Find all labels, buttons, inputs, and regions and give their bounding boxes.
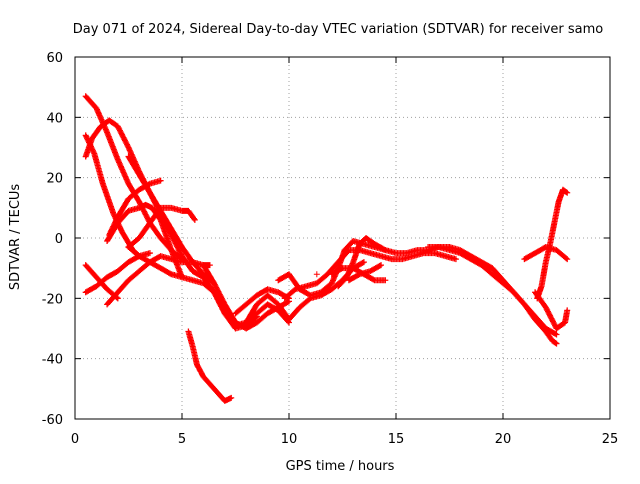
series-arc-11 xyxy=(125,244,260,332)
x-axis-label: GPS time / hours xyxy=(286,459,395,474)
x-tick-label: 15 xyxy=(388,432,405,447)
series-markers xyxy=(534,186,571,302)
y-tick-label: 60 xyxy=(46,51,63,66)
series-arc-14 xyxy=(185,328,235,404)
x-tick-label: 10 xyxy=(281,432,298,447)
y-tick-label: 40 xyxy=(46,111,63,126)
series-markers xyxy=(125,153,292,329)
y-tick-label: -20 xyxy=(42,292,63,307)
series-markers xyxy=(532,289,571,332)
series-markers xyxy=(125,244,260,332)
data-point xyxy=(286,316,292,323)
y-axis-label: SDTVAR / TECUs xyxy=(8,184,23,291)
axis-ticks: 0 5 10 15 20 25 -60 -40 -20 0 20 40 60 xyxy=(42,51,619,447)
series-markers xyxy=(335,235,389,290)
series-markers xyxy=(232,286,292,317)
series-arc-24 xyxy=(534,186,571,302)
series-arc-12 xyxy=(200,262,292,332)
y-tick-label: -40 xyxy=(42,353,63,368)
series-markers xyxy=(104,253,213,308)
x-tick-label: 5 xyxy=(178,432,186,447)
series-arc-20 xyxy=(345,262,385,284)
data-series xyxy=(82,93,571,404)
y-tick-label: 20 xyxy=(46,172,63,187)
series-arc-13 xyxy=(232,286,292,317)
series-markers xyxy=(345,262,385,284)
y-tick-label: 0 xyxy=(55,232,63,247)
y-tick-label: -60 xyxy=(42,413,63,428)
x-tick-label: 0 xyxy=(71,432,79,447)
chart-title: Day 071 of 2024, Sidereal Day-to-day VTE… xyxy=(73,22,604,37)
series-markers xyxy=(281,247,459,302)
x-tick-label: 25 xyxy=(602,432,619,447)
series-markers xyxy=(446,244,560,347)
grid xyxy=(75,57,610,419)
series-markers xyxy=(200,262,292,332)
x-tick-label: 20 xyxy=(495,432,512,447)
series-arc-10 xyxy=(104,253,213,308)
series-arc-4 xyxy=(125,153,292,329)
series-arc-22 xyxy=(446,244,560,347)
data-point xyxy=(313,271,320,278)
series-arc-17 xyxy=(281,247,459,302)
series-arc-19 xyxy=(335,235,389,290)
series-markers xyxy=(185,328,235,404)
series-arc-25 xyxy=(532,289,571,332)
